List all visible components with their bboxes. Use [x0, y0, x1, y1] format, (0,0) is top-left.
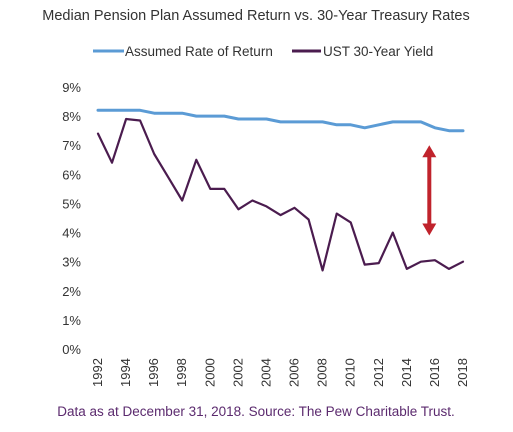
y-tick-label: 5% [62, 196, 81, 211]
legend-label-ust-yield: UST 30-Year Yield [323, 44, 433, 59]
y-tick-label: 9% [62, 80, 81, 95]
chart-title: Median Pension Plan Assumed Return vs. 3… [42, 8, 469, 24]
annotation [422, 145, 437, 236]
y-tick-label: 8% [62, 109, 81, 124]
series-line-ust-yield [96, 117, 465, 272]
x-tick-label: 2018 [455, 358, 470, 387]
y-tick-label: 0% [62, 342, 81, 357]
legend: Assumed Rate of Return UST 30-Year Yield [93, 44, 433, 59]
y-tick-label: 3% [62, 255, 81, 270]
x-tick-label: 2010 [343, 358, 358, 387]
y-tick-label: 6% [62, 167, 81, 182]
source-note: Data as at December 31, 2018. Source: Th… [57, 404, 454, 419]
x-tick-label: 2008 [315, 358, 330, 387]
legend-label-assumed-return: Assumed Rate of Return [125, 44, 273, 59]
annotation-arrow-head-up [422, 145, 437, 158]
x-tick-label: 2004 [258, 358, 273, 387]
plot-area [96, 108, 465, 272]
y-tick-label: 7% [62, 138, 81, 153]
x-tick-label: 2002 [230, 358, 245, 387]
y-tick-label: 1% [62, 313, 81, 328]
x-tick-label: 2012 [371, 358, 386, 387]
y-tick-label: 2% [62, 284, 81, 299]
y-axis: 0% 1% 2% 3% 4% 5% 6% 7% 8% 9% [62, 80, 81, 357]
x-tick-label: 1998 [174, 358, 189, 387]
x-tick-label: 1992 [90, 358, 105, 387]
x-tick-label: 2006 [287, 358, 302, 387]
x-tick-label: 2016 [427, 358, 442, 387]
x-axis: 1992 1994 1996 1998 2000 2002 2004 2006 2008 2010… [90, 358, 470, 387]
x-tick-label: 2014 [399, 358, 414, 387]
series-line-assumed-return [96, 108, 465, 133]
x-tick-label: 1996 [146, 358, 161, 387]
x-tick-label: 2000 [202, 358, 217, 387]
x-tick-label: 1994 [118, 358, 133, 387]
y-tick-label: 4% [62, 226, 81, 241]
annotation-arrow-head-down [422, 223, 437, 236]
